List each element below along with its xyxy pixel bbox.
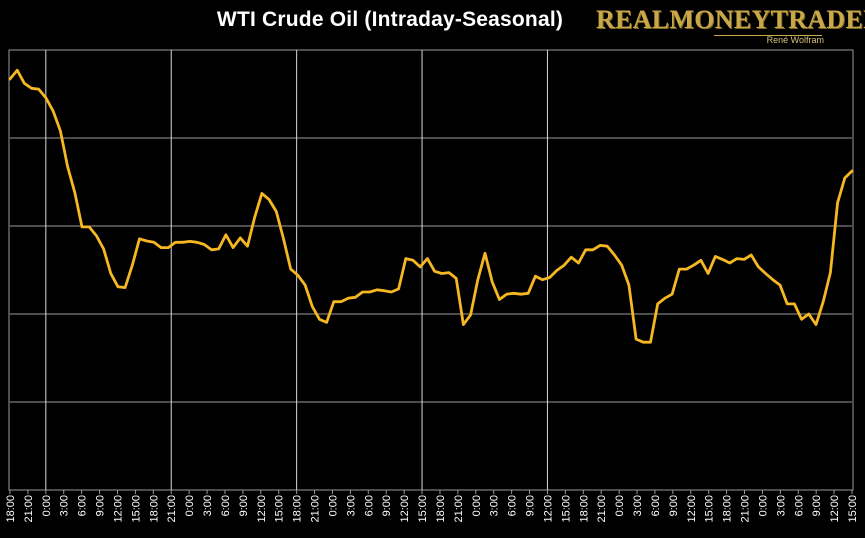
x-tick-label-29: 9:00 [525, 495, 537, 516]
x-tick-label-42: 0:00 [757, 495, 769, 516]
x-tick-label-1: 21:00 [23, 495, 35, 523]
x-tick-label-5: 9:00 [95, 495, 107, 516]
logo-rule [714, 35, 822, 36]
x-tick-label-46: 12:00 [829, 495, 841, 523]
x-tick-label-6: 12:00 [112, 495, 124, 523]
x-tick-label-3: 3:00 [59, 495, 71, 516]
x-tick-label-21: 9:00 [381, 495, 393, 516]
plot-border [8, 49, 854, 491]
x-tick-label-40: 18:00 [722, 495, 734, 523]
x-tick-label-34: 0:00 [614, 495, 626, 516]
x-tick-label-37: 9:00 [668, 495, 680, 516]
x-tick-label-33: 21:00 [596, 495, 608, 523]
x-axis-ticks: 18:00 21:00 0:00 3:00 6:00 9:00 12:00 15:00 18:0… [5, 490, 859, 523]
x-tick-label-41: 21:00 [740, 495, 752, 523]
x-tick-label-15: 15:00 [274, 495, 286, 523]
logo-wordmark: REALMONEYTRADER [596, 5, 865, 34]
x-tick-label-4: 6:00 [77, 495, 89, 516]
series-layer [8, 68, 854, 344]
x-tick-label-31: 15:00 [560, 495, 572, 523]
x-tick-label-22: 12:00 [399, 495, 411, 523]
x-tick-label-12: 6:00 [220, 495, 232, 516]
realmoneytrader-logo: REALMONEYTRADER René Wolfram [596, 5, 865, 46]
x-tick-label-28: 6:00 [507, 495, 519, 516]
x-tick-label-43: 3:00 [775, 495, 787, 516]
grid [8, 49, 854, 491]
x-tick-label-32: 18:00 [578, 495, 590, 523]
x-tick-label-13: 9:00 [238, 495, 250, 516]
series-line-wti [8, 68, 854, 344]
x-tick-label-16: 18:00 [292, 495, 304, 523]
x-tick-label-44: 6:00 [793, 495, 805, 516]
x-tick-label-19: 3:00 [345, 495, 357, 516]
x-tick-label-20: 6:00 [363, 495, 375, 516]
x-tick-label-24: 18:00 [435, 495, 447, 523]
x-tick-label-47: 15:00 [847, 495, 859, 523]
x-tick-label-38: 12:00 [686, 495, 698, 523]
x-tick-label-26: 0:00 [471, 495, 483, 516]
chart-title: WTI Crude Oil (Intraday-Seasonal) [216, 8, 564, 31]
x-tick-label-27: 3:00 [489, 495, 501, 516]
x-tick-label-0: 18:00 [5, 495, 17, 523]
x-tick-label-2: 0:00 [41, 495, 53, 516]
x-tick-label-39: 15:00 [704, 495, 716, 523]
x-tick-label-14: 12:00 [256, 495, 268, 523]
x-tick-label-30: 12:00 [542, 495, 554, 523]
x-tick-label-9: 21:00 [166, 495, 178, 523]
x-tick-label-35: 3:00 [632, 495, 644, 516]
x-tick-label-17: 21:00 [310, 495, 322, 523]
x-tick-label-25: 21:00 [453, 495, 465, 523]
x-tick-label-8: 18:00 [148, 495, 160, 523]
x-tick-label-36: 6:00 [650, 495, 662, 516]
x-tick-label-11: 3:00 [202, 495, 214, 516]
x-tick-label-45: 9:00 [811, 495, 823, 516]
x-tick-label-18: 0:00 [327, 495, 339, 516]
x-tick-label-23: 15:00 [417, 495, 429, 523]
logo-author: René Wolfram [766, 35, 824, 45]
x-tick-label-10: 0:00 [184, 495, 196, 516]
x-tick-label-7: 15:00 [130, 495, 142, 523]
